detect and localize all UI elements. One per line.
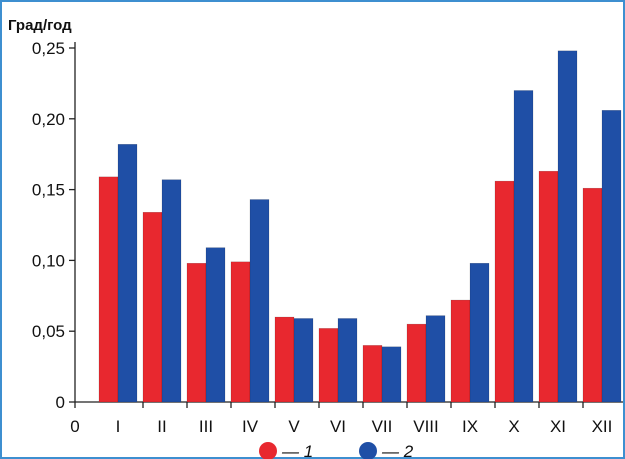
legend-marker-2 xyxy=(359,442,377,459)
x-tick-label: XI xyxy=(550,417,566,436)
x-origin-label: 0 xyxy=(70,417,79,436)
bar-series-2-VIII xyxy=(425,315,446,403)
bar-series-2-XII xyxy=(601,110,622,403)
legend-label-2: — 2 xyxy=(381,442,414,459)
x-tick-label: VI xyxy=(330,417,346,436)
bar-series-2-IV xyxy=(249,199,270,403)
bar-series-1-I xyxy=(98,176,119,403)
bar-series-2-XI xyxy=(557,50,578,403)
y-axis: 0 0,05 0,10 0,15 0,20 0,25 xyxy=(32,39,76,412)
x-tick-label: I xyxy=(116,417,121,436)
bar-series-2-VI xyxy=(337,318,358,403)
bars xyxy=(98,50,622,403)
x-tick-label: III xyxy=(199,417,213,436)
bar-series-1-IV xyxy=(230,261,251,403)
y-axis-label: Град/год xyxy=(8,17,72,34)
bar-series-2-I xyxy=(117,144,138,403)
bar-series-1-VI xyxy=(318,328,339,403)
y-tick-label: 0,25 xyxy=(32,39,65,58)
y-tick-label: 0,05 xyxy=(32,322,65,341)
x-tick-label: V xyxy=(288,417,300,436)
y-tick-label: 0 xyxy=(56,393,65,412)
bar-series-1-IX xyxy=(450,299,471,403)
bar-series-1-II xyxy=(142,212,163,403)
x-tick-label: IV xyxy=(242,417,259,436)
y-tick-label: 0,20 xyxy=(32,110,65,129)
x-tick-label: VIII xyxy=(413,417,439,436)
x-axis: 0 I II III IV V VI VII VIII IX X XI XII xyxy=(70,401,623,436)
bar-series-1-III xyxy=(186,262,207,403)
bar-series-2-X xyxy=(513,90,534,403)
x-tick-label: IX xyxy=(462,417,478,436)
x-tick-label: II xyxy=(157,417,166,436)
bar-series-2-II xyxy=(161,179,182,403)
y-tick-label: 0,15 xyxy=(32,181,65,200)
bar-series-2-IX xyxy=(469,262,490,403)
bar-series-1-V xyxy=(274,316,295,403)
bar-series-1-VII xyxy=(362,345,383,403)
bar-series-1-XII xyxy=(582,187,603,403)
bar-series-2-V xyxy=(293,318,314,403)
legend-label-1: — 1 xyxy=(281,442,313,459)
x-tick-label: X xyxy=(508,417,519,436)
bar-series-2-III xyxy=(205,247,226,403)
x-tick-label: XII xyxy=(592,417,613,436)
y-tick-label: 0,10 xyxy=(32,251,65,270)
legend: — 1 — 2 xyxy=(259,442,414,459)
bar-series-2-VII xyxy=(381,346,402,403)
bar-series-1-X xyxy=(494,180,515,403)
bar-series-1-VIII xyxy=(406,323,427,403)
bar-series-1-XI xyxy=(538,170,559,403)
legend-marker-1 xyxy=(259,442,277,459)
x-tick-label: VII xyxy=(372,417,393,436)
